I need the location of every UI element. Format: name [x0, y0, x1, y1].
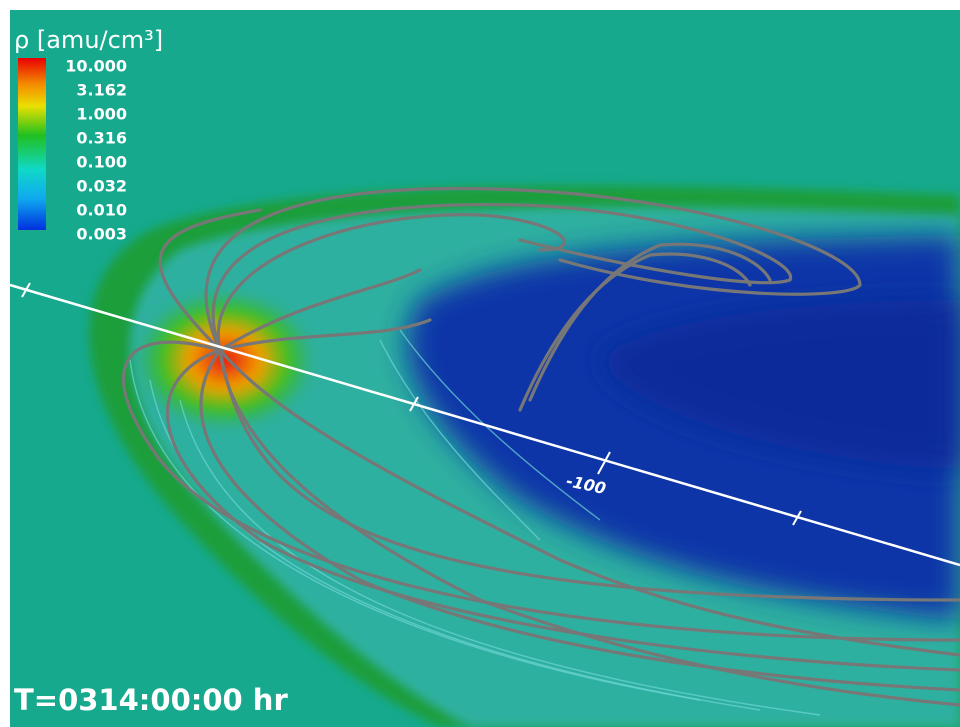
colorbar-tick: 0.010 [76, 201, 127, 220]
colorbar-title: ρ [amu/cm³] [14, 26, 163, 54]
colorbar-tick: 10.000 [65, 57, 127, 76]
visualization: -100 ρ [amu/cm³] 10.000 3.162 1.000 0.31… [0, 0, 960, 727]
colorbar-tick: 0.316 [76, 129, 127, 148]
colorbar-tick: 0.100 [76, 153, 127, 172]
colorbar-tick: 0.032 [76, 177, 127, 196]
colorbar-gradient [18, 58, 46, 230]
time-label: T=0314:00:00 hr [14, 683, 288, 717]
colorbar-tick: 0.003 [76, 225, 127, 244]
colorbar-tick: 3.162 [76, 81, 127, 100]
scene: -100 [10, 10, 960, 727]
colorbar-tick: 1.000 [76, 105, 127, 124]
